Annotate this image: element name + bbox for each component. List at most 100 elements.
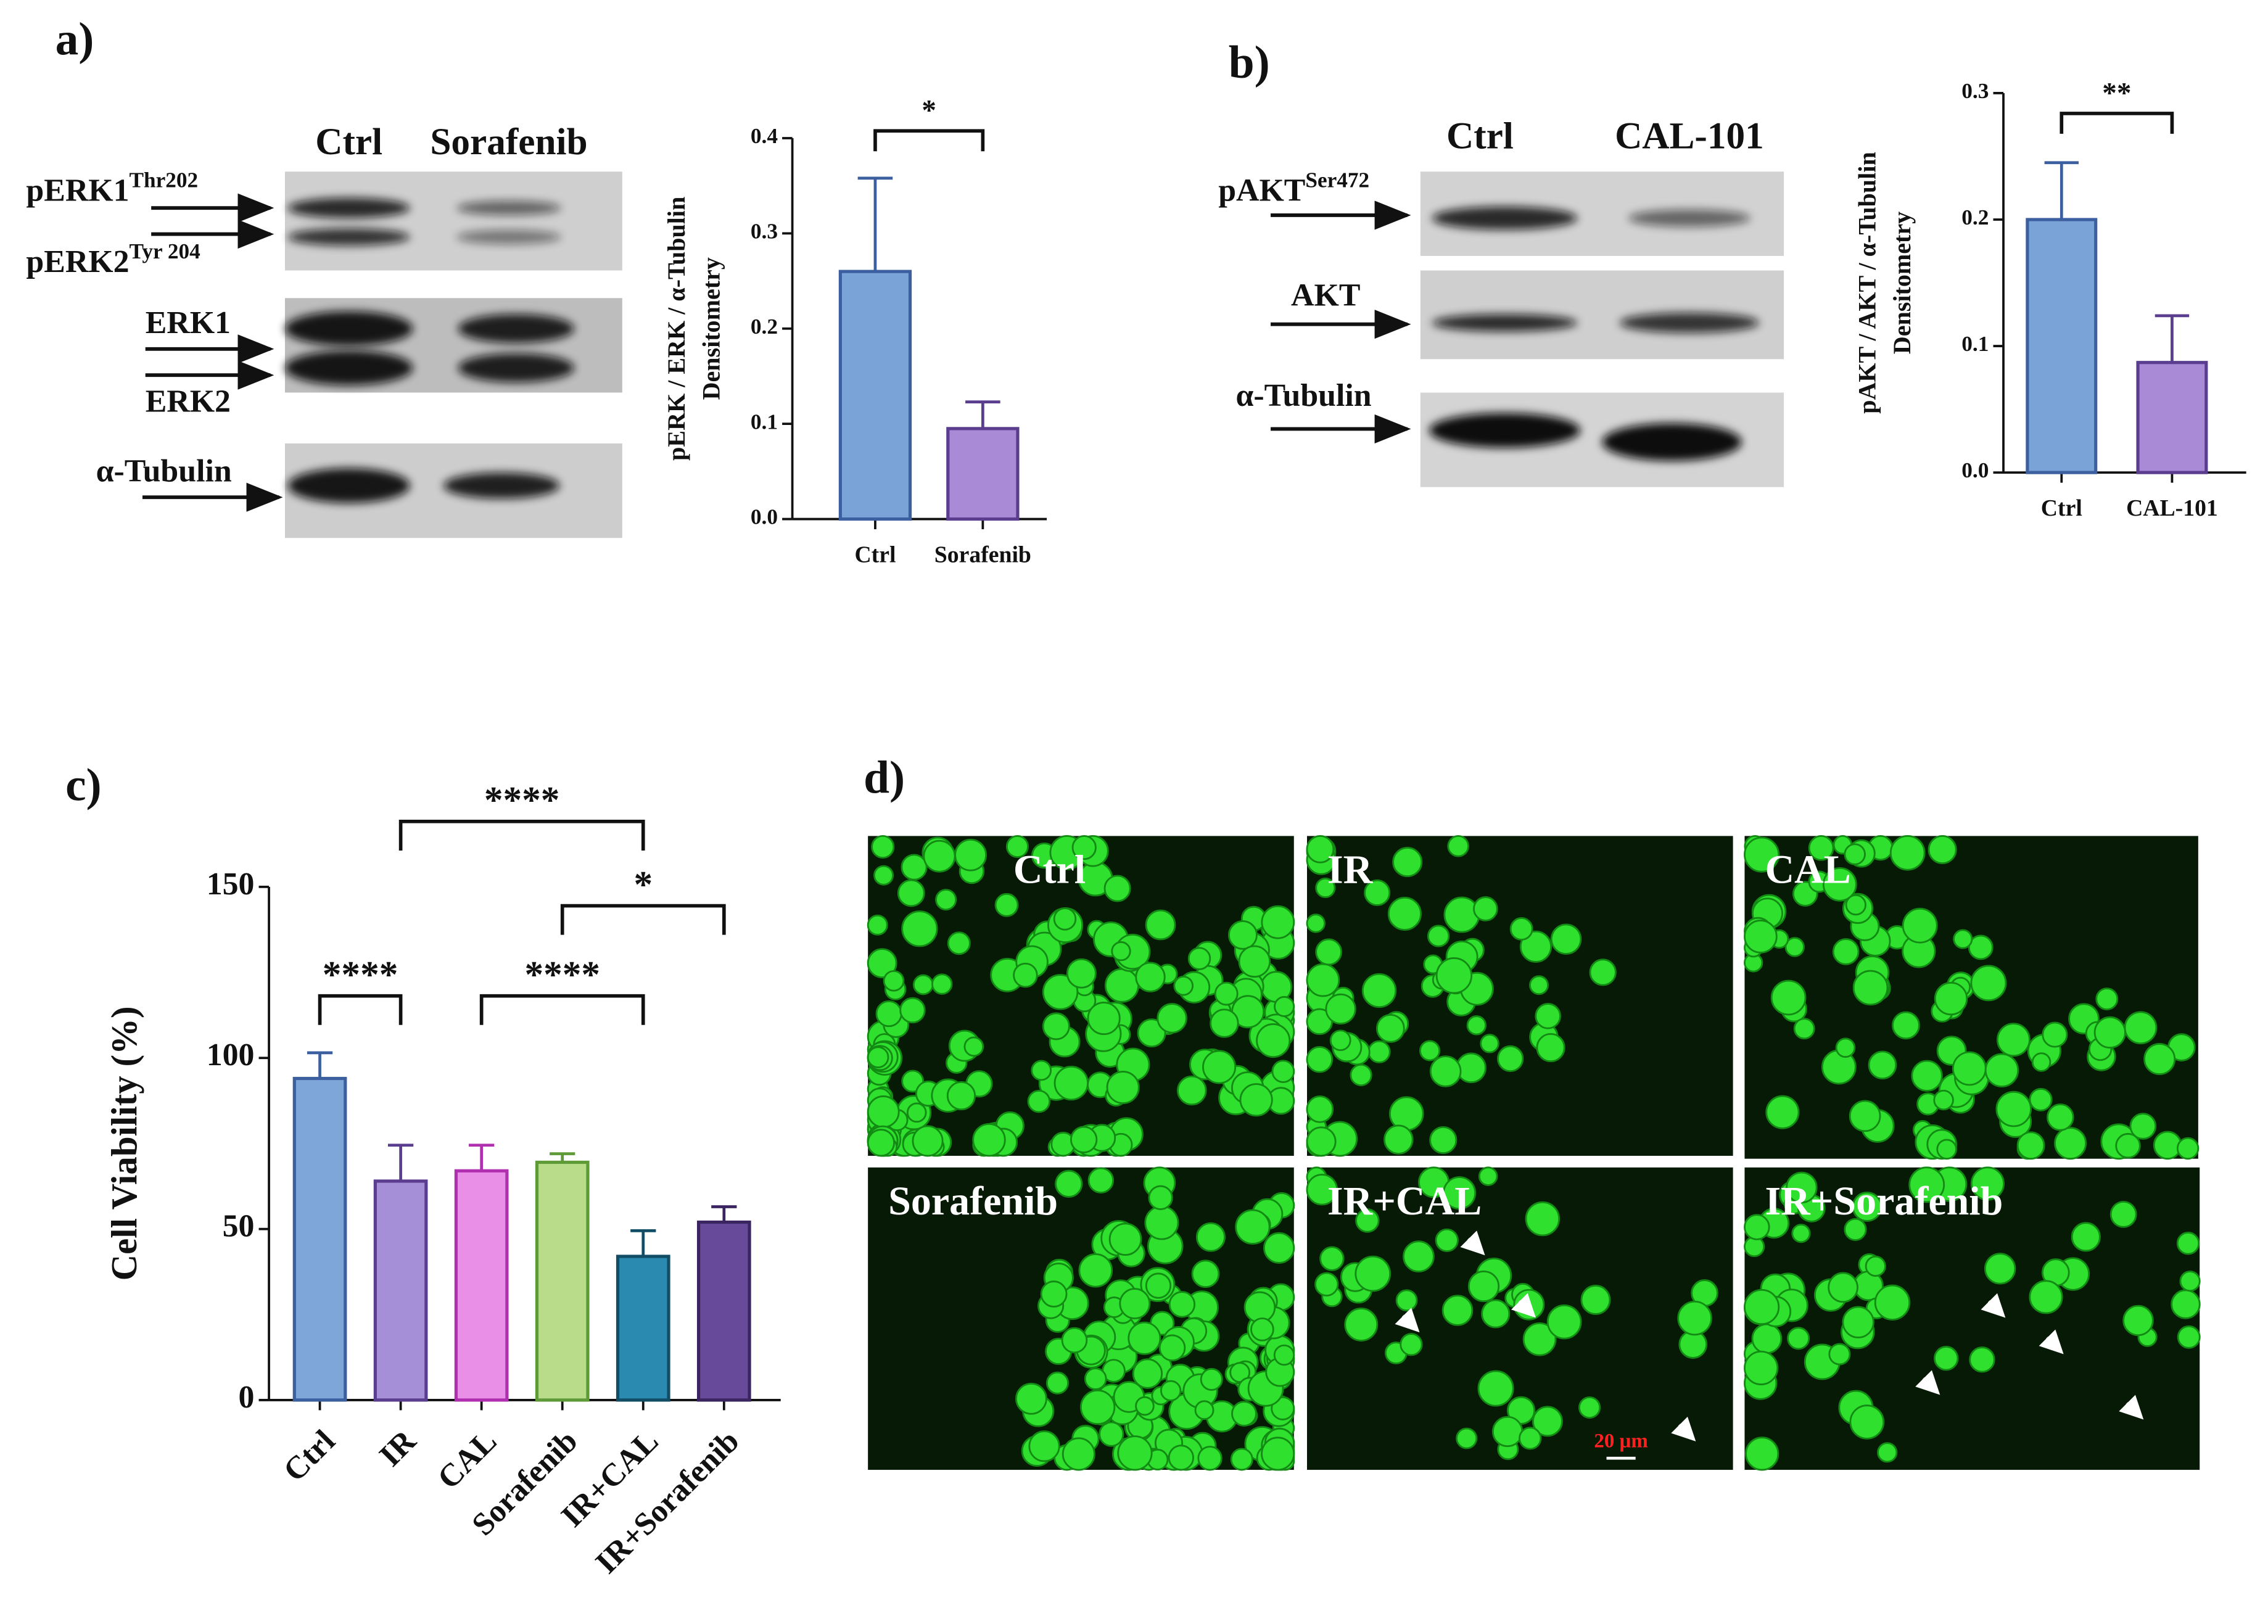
label-text: pERK2 — [26, 244, 129, 279]
cell — [1061, 1327, 1088, 1354]
panel-label: b) — [1229, 37, 1270, 88]
cell — [1441, 1295, 1474, 1326]
cell — [1969, 1346, 1995, 1373]
cell — [1013, 962, 1038, 988]
superscript: Thr202 — [130, 168, 199, 192]
cell — [1828, 1272, 1858, 1303]
y-tick-label: 0.1 — [751, 409, 778, 434]
cell — [1808, 835, 1834, 861]
blot-band — [287, 197, 410, 218]
cell — [883, 970, 905, 992]
cell — [2109, 1200, 2137, 1228]
cell — [1744, 836, 1780, 873]
cell — [1355, 1255, 1392, 1292]
cell — [1744, 1214, 1770, 1240]
label: Sorafenib — [430, 121, 587, 163]
significance-bracket — [318, 994, 403, 1025]
cell — [1902, 907, 1938, 944]
bar — [946, 427, 1020, 521]
label-text: α-Tubulin — [1235, 378, 1371, 413]
cell — [1137, 1018, 1166, 1048]
cell — [1392, 847, 1423, 878]
cell — [1447, 835, 1470, 857]
blot-band — [1429, 413, 1581, 448]
cell — [1191, 1259, 1220, 1288]
cell — [1480, 1034, 1499, 1053]
cell — [1132, 1358, 1163, 1389]
cells — [1015, 1166, 1295, 1471]
blot-band — [284, 350, 413, 385]
cell — [947, 931, 971, 955]
x-tick-label: Ctrl — [854, 542, 896, 567]
blot-band — [1619, 312, 1760, 333]
cell — [1536, 1033, 1565, 1063]
cell — [1478, 1166, 1498, 1186]
cell — [2042, 1021, 2068, 1048]
cell — [2095, 987, 2119, 1011]
cell — [1519, 930, 1553, 963]
label-text: CAL — [1765, 847, 1850, 892]
arrowhead-marker — [1981, 1293, 2006, 1318]
x-tick-label: CAL-101 — [2126, 495, 2218, 521]
cell — [1525, 1201, 1561, 1237]
cell — [1497, 1045, 1524, 1073]
cell — [1177, 1075, 1207, 1106]
cells — [1744, 835, 2200, 1160]
cells — [1744, 1166, 2201, 1471]
cell — [1984, 1253, 2016, 1285]
cell — [1522, 1322, 1557, 1356]
blot-band — [458, 314, 575, 344]
cell — [1936, 1139, 1957, 1160]
cell — [1845, 894, 1866, 916]
cell — [1135, 962, 1166, 992]
cell — [1928, 835, 1957, 865]
cell — [946, 1081, 976, 1111]
panel-label: d) — [864, 752, 905, 803]
cell — [1911, 1060, 1943, 1092]
label: IR — [1327, 847, 1374, 892]
label: CAL — [1765, 847, 1850, 892]
cell — [1350, 1063, 1372, 1087]
cell — [1230, 1448, 1253, 1471]
cell — [901, 854, 928, 881]
x-tick-label: Sorafenib — [934, 542, 1031, 567]
cell — [1145, 1272, 1172, 1299]
cell — [1513, 1288, 1545, 1321]
bar — [2136, 361, 2208, 474]
blot — [284, 171, 622, 271]
cells — [867, 835, 1295, 1157]
cell — [1214, 981, 1239, 1006]
y-tick-label: 0.2 — [1961, 205, 1989, 229]
cell — [1744, 920, 1778, 954]
cell — [1168, 1291, 1196, 1318]
cell — [1419, 1040, 1441, 1061]
x-tick-label: IR+Sorafenib — [589, 1424, 746, 1581]
cell — [2093, 1016, 2126, 1049]
y-tick-label: 0 — [239, 1380, 255, 1415]
cell — [912, 1125, 944, 1157]
cell — [2129, 1113, 2157, 1140]
cell — [1144, 1205, 1179, 1240]
cell — [901, 910, 938, 947]
cell — [1045, 1371, 1069, 1395]
cell — [1315, 877, 1336, 899]
cell — [1087, 1002, 1121, 1036]
cell — [1027, 1089, 1051, 1113]
cell — [1108, 1222, 1142, 1256]
cell — [1844, 843, 1866, 865]
cell — [931, 973, 953, 995]
cell — [2176, 1231, 2200, 1255]
significance-bracket — [479, 994, 645, 1025]
cell — [1865, 1255, 1886, 1277]
cell — [2031, 1052, 2052, 1072]
label: pAKTSer472 — [1218, 168, 1369, 208]
cell — [1473, 896, 1498, 921]
x-tick-label: CAL — [431, 1424, 504, 1496]
arrowhead-marker — [1460, 1230, 1485, 1256]
cell — [1042, 1012, 1070, 1041]
cell — [867, 1129, 895, 1157]
arrowhead-marker — [1915, 1370, 1940, 1395]
cell — [1868, 1050, 1897, 1080]
cell — [1263, 1232, 1295, 1264]
